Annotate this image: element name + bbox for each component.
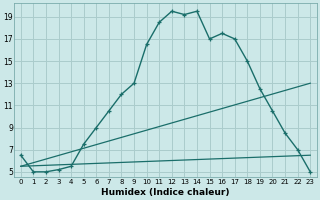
X-axis label: Humidex (Indice chaleur): Humidex (Indice chaleur) [101, 188, 230, 197]
